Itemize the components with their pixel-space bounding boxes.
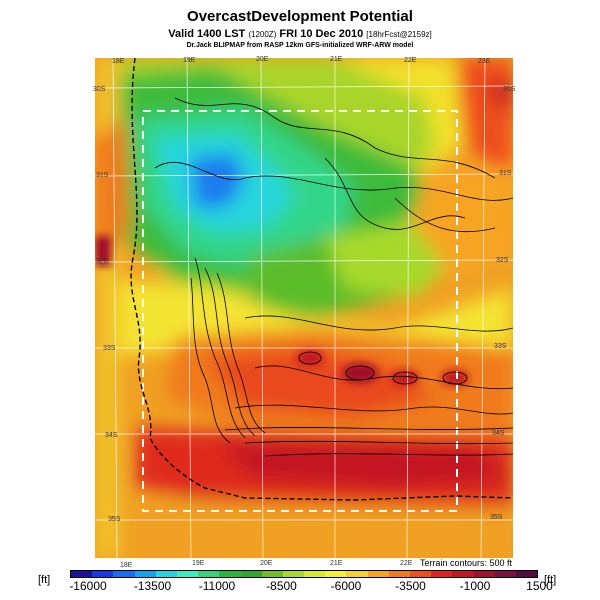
unit-label-left: [ft]: [38, 574, 51, 586]
lon-label-top: 20E: [256, 56, 269, 63]
lat-label-left: 32S: [96, 258, 109, 265]
lat-label-left: 33S: [103, 345, 116, 352]
color-scale-tick-label: -3500: [395, 579, 426, 593]
color-scale-swatch: [155, 571, 177, 577]
color-scale-swatch: [71, 571, 93, 577]
color-scale-swatch: [431, 571, 453, 577]
lon-label-top: 23E: [478, 58, 491, 65]
valid-time-label: Valid 1400 LST: [168, 28, 246, 40]
lon-label-bottom: 22E: [400, 560, 413, 567]
lon-label-bottom: 19E: [192, 560, 205, 567]
color-scale-swatch: [92, 571, 114, 577]
lat-label-right: 34S: [492, 430, 505, 437]
color-scale-tick-label: -8500: [266, 579, 297, 593]
lat-label-left: 31S: [96, 172, 109, 179]
valid-time: Valid 1400 LST (1200Z) FRI 10 Dec 2010 […: [0, 28, 600, 40]
color-scale-swatch: [304, 571, 326, 577]
lon-label-top: 22E: [404, 57, 417, 64]
model-credit: Dr.Jack BLIPMAP from RASP 12km GFS-initi…: [186, 42, 414, 49]
lon-label-bottom: 18E: [120, 562, 133, 569]
forecast-run: [18hrFcst@2159z]: [366, 30, 432, 39]
color-scale-swatch: [494, 571, 516, 577]
color-scale-swatch: [452, 571, 474, 577]
color-scale-tick-label: -13500: [133, 579, 172, 593]
color-scale-swatch: [325, 571, 347, 577]
color-scale-swatch: [410, 571, 432, 577]
lat-label-left: 35S: [108, 516, 121, 523]
color-scale-swatch: [473, 571, 495, 577]
color-scale-tick-label: -6000: [330, 579, 362, 593]
lon-label-bottom: 20E: [260, 560, 273, 567]
color-scale-tick-label: 1500: [526, 579, 553, 593]
lat-label-left: 34S: [105, 432, 118, 439]
color-scale-swatch: [240, 571, 262, 577]
color-scale-swatch: [261, 571, 283, 577]
lon-label-top: 18E: [112, 58, 125, 65]
color-scale-swatch: [198, 571, 220, 577]
color-scale-bar: [70, 570, 538, 578]
color-scale-swatch: [282, 571, 305, 577]
lon-label-top: 19E: [183, 57, 196, 64]
lon-label-bottom: 21E: [330, 560, 343, 567]
utc-time: (1200Z): [248, 30, 277, 39]
forecast-map: [95, 58, 513, 558]
color-scale-swatch: [113, 571, 135, 577]
terrain-contour-note: Terrain contours: 500 ft: [419, 558, 512, 568]
valid-date: FRI 10 Dec 2010: [279, 28, 364, 40]
color-scale-tick-label: -11000: [198, 579, 236, 593]
lat-label-right: 32S: [496, 257, 509, 264]
unit-label-right: [ft]: [544, 574, 557, 586]
lat-label-right: 31S: [499, 170, 512, 177]
lat-label-right: 33S: [494, 343, 507, 350]
color-scale-swatch: [134, 571, 156, 577]
color-scale-tick-label: -1000: [459, 579, 491, 593]
color-scale-swatch: [346, 571, 368, 577]
color-scale-swatch: [367, 571, 389, 577]
lat-label-right: 35S: [490, 514, 503, 521]
lat-label-right: 30S: [503, 86, 516, 93]
map-title: OvercastDevelopment Potential: [187, 8, 413, 25]
color-scale-tick-label: -16000: [69, 579, 107, 593]
color-scale-swatch: [515, 571, 538, 577]
color-scale-swatch: [388, 571, 410, 577]
color-scale-swatch: [219, 571, 241, 577]
color-scale-swatch: [176, 571, 199, 577]
lat-label-left: 30S: [93, 86, 106, 93]
lon-label-top: 21E: [330, 56, 343, 63]
